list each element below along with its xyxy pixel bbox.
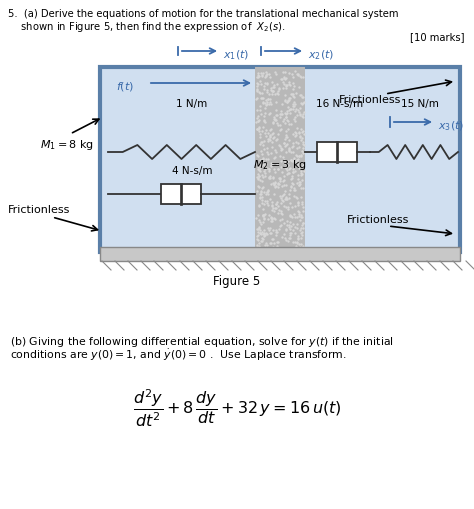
Text: $M_2=3\ \mathrm{kg}$: $M_2=3\ \mathrm{kg}$ — [253, 158, 307, 172]
Text: 15 N/m: 15 N/m — [401, 99, 439, 109]
Bar — [162, 185, 201, 205]
Text: [10 marks]: [10 marks] — [410, 32, 465, 42]
Text: $x_2(t)$: $x_2(t)$ — [308, 48, 334, 62]
Text: $\dfrac{d^2y}{dt^2} + 8\,\dfrac{dy}{dt} + 32\,y = 16\,u(t)$: $\dfrac{d^2y}{dt^2} + 8\,\dfrac{dy}{dt} … — [133, 387, 341, 429]
Text: Frictionless: Frictionless — [339, 95, 401, 105]
Text: $M_1 = 8\ \mathrm{kg}$: $M_1 = 8\ \mathrm{kg}$ — [40, 138, 94, 152]
Text: Frictionless: Frictionless — [347, 215, 409, 224]
Bar — [255, 68, 305, 252]
Text: $x_3(t)$: $x_3(t)$ — [438, 119, 464, 132]
Text: conditions are $y(0) = 1$, and $\dot{y}(0) = 0$ .  Use Laplace transform.: conditions are $y(0) = 1$, and $\dot{y}(… — [10, 347, 346, 362]
Text: 4 N-s/m: 4 N-s/m — [172, 165, 212, 176]
Bar — [318, 143, 357, 163]
Text: 16 N-s/m: 16 N-s/m — [317, 99, 364, 109]
Bar — [100, 68, 460, 252]
Text: (b) Giving the following differential equation, solve for $y(t)$ if the initial: (b) Giving the following differential eq… — [10, 334, 394, 348]
Text: 1 N/m: 1 N/m — [176, 99, 208, 109]
Text: Figure 5: Figure 5 — [213, 274, 261, 288]
Text: shown in Figure 5, then find the expression of  $X_2(s)$.: shown in Figure 5, then find the express… — [8, 20, 286, 34]
Text: $f(t)$: $f(t)$ — [116, 80, 134, 93]
Text: 5.  (a) Derive the equations of motion for the translational mechanical system: 5. (a) Derive the equations of motion fo… — [8, 9, 399, 19]
Text: Frictionless: Frictionless — [8, 205, 70, 215]
Text: $x_1(t)$: $x_1(t)$ — [223, 48, 249, 62]
Bar — [100, 247, 460, 262]
